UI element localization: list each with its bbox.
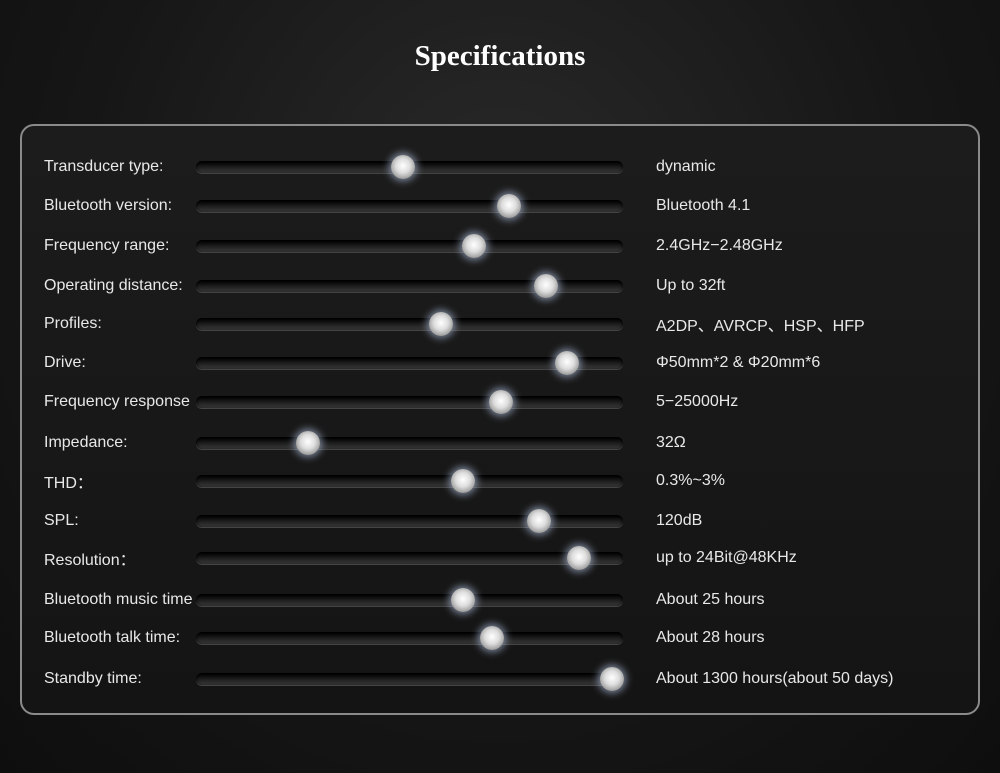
spec-label: Standby time:: [44, 670, 142, 687]
slider-track: [196, 200, 623, 212]
slider-knob: [534, 274, 558, 298]
slider-knob: [451, 469, 475, 493]
spec-label: Drive:: [44, 354, 86, 371]
spec-value: Φ50mm*2 & Φ20mm*6: [656, 354, 821, 371]
spec-label: Resolution：: [44, 552, 136, 569]
slider-track: [196, 552, 623, 564]
spec-panel: [20, 124, 980, 715]
slider-knob: [462, 234, 486, 258]
slider-knob: [296, 431, 320, 455]
slider-track: [196, 357, 623, 369]
spec-label: Frequency response: [44, 393, 190, 410]
spec-label: Operating distance:: [44, 277, 183, 294]
slider-knob: [527, 509, 551, 533]
slider-track: [196, 396, 623, 408]
spec-value: 32Ω: [656, 434, 686, 451]
spec-label: Bluetooth music time: [44, 591, 193, 608]
spec-label: THD：: [44, 475, 93, 492]
slider-knob: [451, 588, 475, 612]
slider-knob: [391, 155, 415, 179]
slider-track: [196, 240, 623, 252]
spec-label: Impedance:: [44, 434, 128, 451]
slider-track: [196, 437, 623, 449]
spec-value: About 25 hours: [656, 591, 765, 608]
spec-value: A2DP、AVRCP、HSP、HFP: [656, 318, 865, 335]
slider-knob: [429, 312, 453, 336]
spec-label: Profiles:: [44, 315, 102, 332]
spec-value: Up to 32ft: [656, 277, 726, 294]
slider-track: [196, 515, 623, 527]
slider-knob: [497, 194, 521, 218]
slider-track: [196, 673, 623, 685]
spec-value: dynamic: [656, 158, 716, 175]
spec-label: Bluetooth talk time:: [44, 629, 181, 646]
spec-value: About 28 hours: [656, 629, 765, 646]
slider-knob: [489, 390, 513, 414]
slider-track: [196, 594, 623, 606]
spec-label: SPL:: [44, 512, 79, 529]
slider-knob: [567, 546, 591, 570]
spec-label: Frequency range:: [44, 237, 170, 254]
slider-track: [196, 318, 623, 330]
spec-value: 0.3%~3%: [656, 472, 725, 489]
slider-knob: [600, 667, 624, 691]
spec-value: 2.4GHz−2.48GHz: [656, 237, 783, 254]
spec-value: 120dB: [656, 512, 703, 529]
spec-label: Transducer type:: [44, 158, 164, 175]
spec-label: Bluetooth version:: [44, 197, 173, 214]
spec-value: up to 24Bit@48KHz: [656, 549, 797, 566]
slider-track: [196, 475, 623, 487]
spec-value: 5−25000Hz: [656, 393, 739, 410]
slider-track: [196, 632, 623, 644]
spec-value: Bluetooth 4.1: [656, 197, 751, 214]
slider-knob: [555, 351, 579, 375]
slider-track: [196, 280, 623, 292]
spec-value: About 1300 hours(about 50 days): [656, 670, 894, 687]
slider-knob: [480, 626, 504, 650]
title: Specifications: [414, 40, 586, 72]
